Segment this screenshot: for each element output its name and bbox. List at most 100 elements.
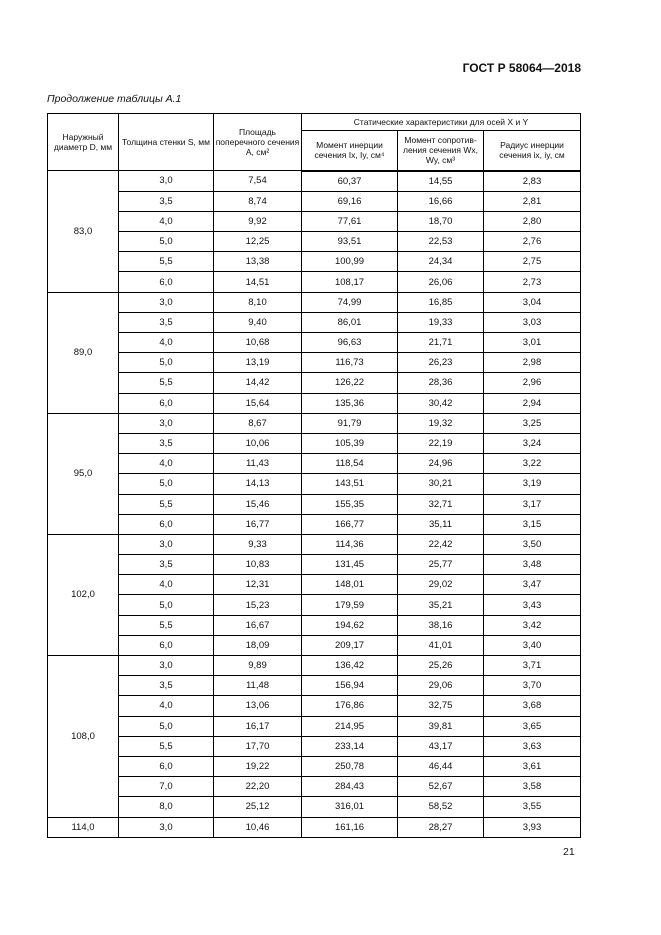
value-cell: 69,16 (301, 190, 398, 212)
value-cell: 22,42 (397, 533, 484, 556)
value-cell: 3,5 (118, 190, 214, 212)
value-cell: 233,14 (301, 735, 398, 757)
value-cell: 5,5 (118, 251, 214, 273)
table-row: 114,0 3,0 10,46 161,16 28,27 3,93 (47, 816, 582, 838)
value-cell: 86,01 (301, 311, 398, 334)
value-cell: 3,93 (482, 816, 582, 838)
value-cell: 9,40 (213, 311, 302, 334)
table-row: 89,0 3,0 8,10 74,99 16,85 3,04 (47, 291, 582, 414)
value-cell: 58,52 (397, 796, 484, 818)
value-cell: 3,63 (482, 735, 582, 757)
header-diameter: Наружный диаметр D, мм (47, 113, 119, 171)
value-cell: 3,22 (482, 453, 582, 475)
table-row: 3,5 8,74 69,16 16,66 2,81 (48, 190, 582, 212)
value-cell: 3,48 (482, 554, 582, 576)
table-row: 7,0 22,20 284,43 52,67 3,58 (48, 776, 582, 798)
value-cell: 19,32 (397, 412, 484, 434)
value-cell: 143,51 (301, 473, 398, 495)
table-row: 5,5 13,38 100,99 24,34 2,75 (48, 251, 582, 273)
value-cell: 21,71 (397, 331, 484, 354)
value-cell: 3,0 (118, 291, 214, 313)
table-row: 4,0 10,68 96,63 21,71 3,01 (48, 331, 582, 354)
value-cell: 3,58 (482, 776, 582, 798)
value-cell: 250,78 (301, 755, 398, 778)
value-cell: 4,0 (118, 210, 214, 233)
value-cell: 35,21 (397, 594, 484, 616)
value-cell: 3,25 (482, 412, 582, 434)
table-row: 108,0 3,0 9,89 136,42 25,26 3,71 (47, 654, 582, 818)
value-cell: 15,64 (213, 392, 302, 414)
value-cell: 6,0 (118, 513, 214, 535)
value-cell: 8,0 (118, 796, 214, 818)
value-cell: 19,33 (397, 311, 484, 334)
value-cell: 26,06 (397, 271, 484, 293)
value-cell: 116,73 (301, 352, 398, 374)
value-cell: 8,74 (213, 190, 302, 212)
diameter-cell: 114,0 (47, 816, 119, 838)
value-cell: 8,67 (213, 412, 302, 434)
value-cell: 6,0 (118, 755, 214, 778)
value-cell: 3,47 (482, 574, 582, 596)
value-cell: 2,80 (482, 210, 582, 233)
value-cell: 8,10 (213, 291, 302, 313)
value-cell: 28,36 (397, 372, 484, 394)
value-cell: 15,46 (213, 493, 302, 515)
value-cell: 14,42 (213, 372, 302, 394)
value-cell: 32,71 (397, 493, 484, 515)
value-cell: 209,17 (301, 634, 398, 657)
header-static-group: Статические характеристики для осей X и … (300, 113, 582, 131)
value-cell: 13,06 (213, 695, 302, 717)
table-row: 4,0 12,31 148,01 29,02 3,47 (48, 574, 582, 596)
value-cell: 12,31 (213, 574, 302, 596)
value-cell: 9,33 (213, 533, 302, 556)
table-row: 8,0 25,12 316,01 58,52 3,55 (48, 796, 582, 818)
value-cell: 2,96 (482, 372, 582, 394)
value-cell: 3,65 (482, 715, 582, 737)
value-cell: 4,0 (118, 331, 214, 354)
table-row: 3,5 10,06 105,39 22,19 3,24 (48, 432, 582, 455)
value-cell: 6,0 (118, 634, 214, 657)
value-cell: 3,5 (118, 554, 214, 576)
page-number: 21 (563, 846, 575, 858)
value-cell: 16,17 (213, 715, 302, 737)
diameter-cell: 102,0 (47, 533, 119, 657)
value-cell: 114,36 (301, 533, 398, 556)
value-cell: 2,75 (482, 251, 582, 273)
value-cell: 13,38 (213, 251, 302, 273)
value-cell: 3,42 (482, 614, 582, 636)
table-row: 5,0 12,25 93,51 22,53 2,76 (48, 231, 582, 253)
table-row: 5,0 16,17 214,95 39,81 3,65 (48, 715, 582, 737)
value-cell: 25,26 (397, 654, 484, 677)
value-cell: 29,06 (397, 675, 484, 697)
value-cell: 4,0 (118, 453, 214, 475)
value-cell: 24,34 (397, 251, 484, 273)
value-cell: 2,83 (482, 170, 582, 192)
value-cell: 3,0 (118, 816, 214, 838)
value-cell: 11,43 (213, 453, 302, 475)
value-cell: 3,0 (118, 170, 214, 192)
value-cell: 3,5 (118, 432, 214, 455)
value-cell: 10,46 (213, 816, 302, 838)
value-cell: 16,85 (397, 291, 484, 313)
value-cell: 4,0 (118, 695, 214, 717)
value-cell: 3,17 (482, 493, 582, 515)
value-cell: 161,16 (301, 816, 398, 838)
value-cell: 19,22 (213, 755, 302, 778)
value-cell: 3,5 (118, 675, 214, 697)
table-row: 102,0 3,0 9,33 114,36 22,42 3,50 (47, 533, 582, 657)
value-cell: 316,01 (301, 796, 398, 818)
value-cell: 10,83 (213, 554, 302, 576)
value-cell: 2,81 (482, 190, 582, 212)
header-radius: Радиус инерции сечения ix, iy, см (482, 130, 582, 172)
value-cell: 14,55 (397, 170, 484, 192)
diameter-cell: 95,0 (47, 412, 119, 535)
value-cell: 7,54 (213, 170, 302, 192)
value-cell: 16,67 (213, 614, 302, 636)
value-cell: 3,71 (482, 654, 582, 677)
header-area: Площадь поперечного сечения А, см² (213, 113, 302, 171)
table-row: 5,5 17,70 233,14 43,17 3,63 (48, 735, 582, 757)
value-cell: 3,01 (482, 331, 582, 354)
value-cell: 136,42 (301, 654, 398, 677)
value-cell: 3,50 (482, 533, 582, 556)
value-cell: 6,0 (118, 271, 214, 293)
